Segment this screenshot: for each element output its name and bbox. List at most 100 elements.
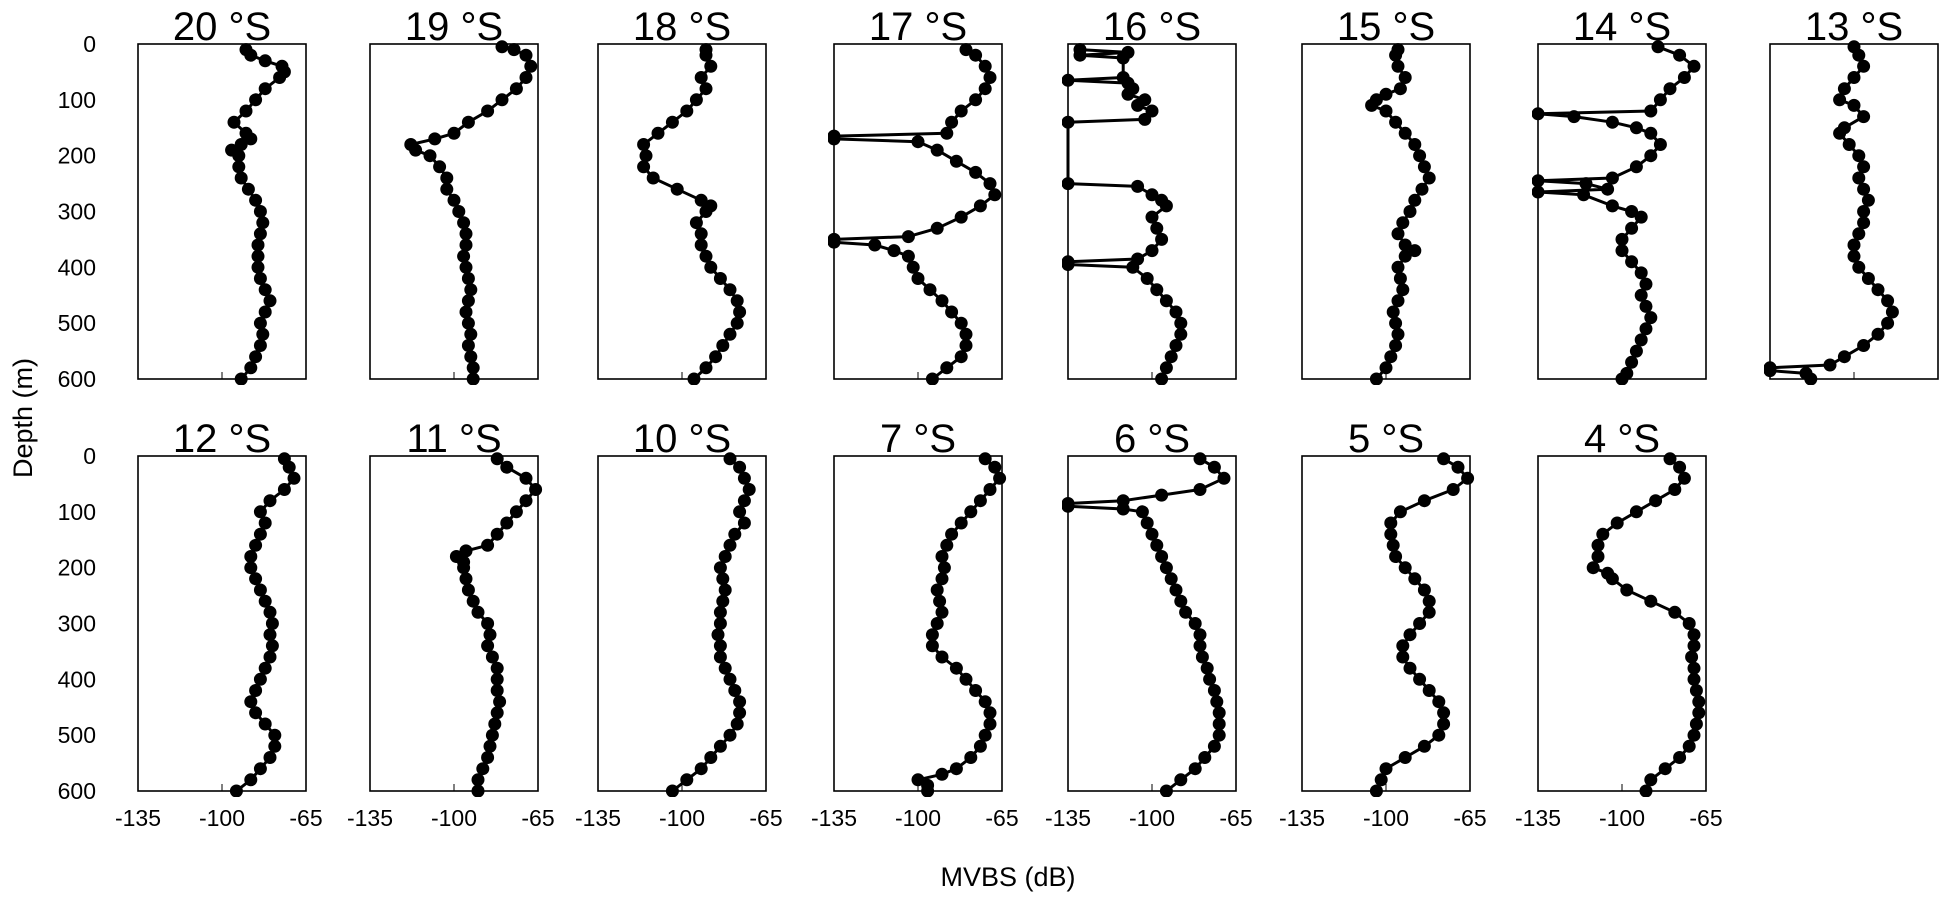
profile-point bbox=[1629, 505, 1643, 519]
profile-point bbox=[1653, 93, 1667, 107]
profile-point bbox=[253, 205, 267, 218]
profile-point bbox=[1135, 505, 1149, 519]
profile-point bbox=[704, 260, 718, 274]
profile-point bbox=[689, 93, 703, 107]
panel-frame bbox=[369, 455, 539, 792]
profile-point bbox=[713, 639, 727, 653]
profile-point bbox=[699, 48, 713, 62]
profile-panel: 19 °S bbox=[369, 5, 539, 385]
profile-point bbox=[1195, 650, 1209, 664]
profile-point bbox=[253, 339, 267, 352]
profile-point bbox=[1673, 460, 1687, 474]
profile-point bbox=[1212, 728, 1226, 742]
profile-point bbox=[253, 272, 267, 285]
profile-point bbox=[1391, 327, 1405, 341]
profile-point bbox=[433, 160, 447, 174]
y-tick-label: 400 bbox=[58, 254, 96, 280]
profile-point bbox=[457, 561, 471, 575]
profile-point bbox=[901, 249, 915, 263]
profile-point bbox=[1591, 538, 1605, 552]
profile-point bbox=[466, 372, 480, 385]
profile-point bbox=[1207, 684, 1221, 697]
profile-point bbox=[249, 350, 263, 364]
profile-point bbox=[935, 294, 949, 308]
panel-title: 15 °S bbox=[1337, 5, 1435, 49]
profile-point bbox=[978, 59, 992, 73]
profile-panel: 15 °S bbox=[1301, 5, 1471, 385]
profile-point bbox=[1861, 193, 1875, 207]
profile-point bbox=[1403, 661, 1417, 675]
profile-point bbox=[1386, 538, 1400, 552]
profile-point bbox=[268, 739, 282, 753]
profile-point bbox=[694, 71, 708, 84]
profile-point bbox=[713, 272, 727, 285]
profile-point bbox=[1193, 628, 1207, 642]
profile-point bbox=[1649, 494, 1663, 508]
profile-point bbox=[1408, 138, 1422, 151]
profile-series bbox=[1062, 43, 1188, 385]
profile-point bbox=[244, 550, 258, 563]
profile-point bbox=[1871, 283, 1885, 297]
profile-point bbox=[507, 43, 521, 57]
profile-point bbox=[1881, 294, 1895, 308]
profile-point bbox=[529, 483, 543, 496]
profile-point bbox=[742, 483, 756, 496]
profile-point bbox=[665, 115, 679, 129]
panel-frame bbox=[137, 43, 307, 380]
profile-series bbox=[828, 43, 1002, 385]
profile-point bbox=[1577, 188, 1591, 202]
profile-point bbox=[229, 784, 243, 797]
profile-point bbox=[241, 182, 255, 196]
profile-point bbox=[716, 572, 730, 586]
profile-point bbox=[1155, 488, 1169, 502]
profile-point bbox=[1446, 483, 1460, 496]
profile-point bbox=[1644, 149, 1658, 163]
profile-point bbox=[1857, 110, 1871, 124]
profile-point bbox=[1451, 460, 1465, 474]
profile-point bbox=[500, 460, 514, 474]
profile-point bbox=[699, 361, 713, 375]
profile-point bbox=[1663, 452, 1677, 466]
profile-point bbox=[495, 40, 509, 54]
profile-point bbox=[1062, 499, 1075, 513]
profile-point bbox=[1823, 358, 1837, 372]
profile-point bbox=[244, 695, 258, 709]
profile-point bbox=[1644, 126, 1658, 140]
profile-point bbox=[253, 527, 267, 541]
profile-point bbox=[1398, 249, 1412, 263]
profile-point bbox=[959, 672, 973, 686]
panel-title: 7 °S bbox=[880, 417, 956, 461]
profile-point bbox=[969, 93, 983, 107]
profile-point bbox=[733, 695, 747, 709]
profile-point bbox=[665, 784, 679, 797]
profile-point bbox=[1847, 71, 1861, 84]
profile-point bbox=[1687, 728, 1701, 742]
profile-point bbox=[940, 126, 954, 140]
profile-point bbox=[1625, 355, 1639, 369]
profile-point bbox=[481, 538, 495, 552]
profile-point bbox=[1437, 452, 1451, 466]
y-tick-label: 100 bbox=[58, 87, 96, 113]
profile-point bbox=[1653, 138, 1667, 151]
profile-point bbox=[1644, 773, 1658, 787]
profile-point bbox=[1634, 210, 1648, 224]
profile-point bbox=[1415, 182, 1429, 196]
profile-point bbox=[251, 249, 265, 263]
profile-point bbox=[1881, 316, 1895, 330]
profile-point bbox=[723, 327, 737, 341]
profile-point bbox=[945, 115, 959, 129]
profile-point bbox=[1155, 372, 1169, 385]
profile-point bbox=[263, 605, 277, 619]
y-tick-label: 500 bbox=[58, 722, 96, 748]
x-tick-label: -135 bbox=[1279, 805, 1325, 831]
profile-point bbox=[471, 773, 485, 787]
profile-point bbox=[1629, 344, 1643, 358]
profile-point bbox=[713, 617, 727, 630]
profile-point bbox=[1150, 283, 1164, 297]
profile-point bbox=[718, 661, 732, 675]
y-tick-label: 300 bbox=[58, 611, 96, 637]
profile-point bbox=[481, 751, 495, 764]
profile-point bbox=[409, 143, 423, 157]
profile-point bbox=[1847, 98, 1861, 112]
profile-point bbox=[1685, 650, 1699, 664]
